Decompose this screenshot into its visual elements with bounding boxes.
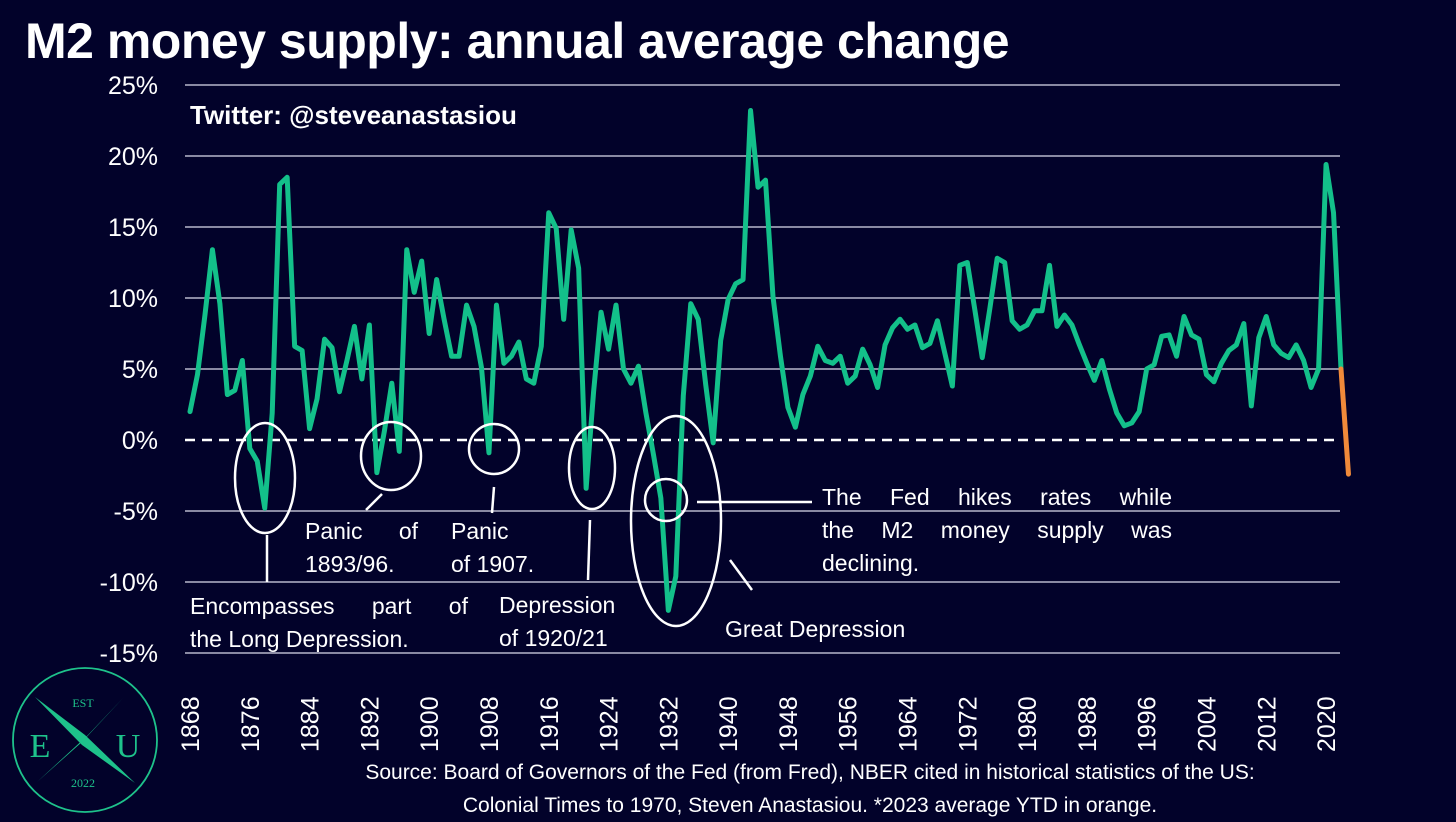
annotation-pointer-line [365,493,383,511]
x-tick-label: 1948 [775,696,803,752]
annotation-line: declining. [822,550,920,576]
source-line: Source: Board of Governors of the Fed (f… [365,761,1255,784]
annotation-long-depression: Encompasses part of the Long Depression. [190,590,468,656]
annotation-line: Panic [451,518,509,544]
x-tick-label: 2004 [1193,696,1221,752]
m2-series-line [187,108,1344,613]
y-tick-label: -15% [100,640,158,668]
x-tick-label: 1956 [835,696,863,752]
annotation-ellipse-long-depression [233,421,297,535]
x-tick-label: 2020 [1313,696,1341,752]
x-tick-label: 1996 [1134,696,1162,752]
annotation-circle-panic-1907 [467,422,521,476]
annotation-ellipse-1920 [567,425,617,511]
annotation-line: Encompasses part of [190,593,468,619]
annotation-fed-hikes: The Fed hikes rates while the M2 money s… [822,481,1172,580]
x-tick-label: 1900 [416,696,444,752]
annotation-line: Great Depression [725,616,906,642]
x-tick-label: 1964 [895,696,923,752]
annotation-line: the Long Depression. [190,626,409,652]
y-tick-label: 15% [108,214,158,242]
annotation-line: of 1920/21 [499,625,608,651]
x-tick-label: 1908 [476,696,504,752]
annotation-line: the M2 money supply was [822,517,1172,543]
logo-ring [12,667,158,813]
x-tick-label: 2012 [1253,696,1281,752]
y-tick-label: 10% [108,285,158,313]
logo: EST E U 2022 [12,667,158,813]
x-tick-label: 1972 [954,696,982,752]
chart-title: M2 money supply: annual average change [25,13,1010,69]
x-tick-label: 1876 [237,696,265,752]
twitter-handle: Twitter: @steveanastasiou [190,100,517,130]
annotation-line: Panic of [305,518,418,544]
x-tick-label: 1916 [536,696,564,752]
x-tick-label: 1924 [596,696,624,752]
logo-letter-top: EST [72,696,94,710]
annotation-line: The Fed hikes rates while [822,484,1172,510]
x-tick-label: 1980 [1014,696,1042,752]
annotation-great-depression: Great Depression [725,613,905,646]
logo-letter-left: E [30,728,51,765]
y-tick-label: -5% [114,498,158,526]
x-tick-label: 1892 [356,696,384,752]
annotation-depression-1920: Depression of 1920/21 [499,589,615,655]
logo-cross-stroke [35,697,135,783]
y-tick-label: 0% [122,427,158,455]
logo-letter-bottom: 2022 [71,776,95,790]
x-tick-label: 1868 [177,696,205,752]
source-note: Source: Board of Governors of the Fed (f… [0,756,1456,822]
x-tick-label: 1932 [655,696,683,752]
x-tick-label: 1940 [715,696,743,752]
annotation-line: Depression [499,592,616,618]
y-tick-label: -10% [100,569,158,597]
annotation-circle-panic-1893 [359,420,423,492]
annotation-line: 1893/96. [305,551,395,577]
y-tick-label: 5% [122,356,158,384]
annotation-pointer-line [490,486,496,514]
annotation-circle-fed-hikes [643,477,689,523]
x-tick-label: 1884 [297,696,325,752]
y-tick-label: 25% [108,72,158,100]
annotation-panic-1893: Panic of 1893/96. [305,515,418,581]
y-tick-label: 20% [108,143,158,171]
annotation-pointer-line [586,519,592,581]
annotation-panic-1907: Panic of 1907. [451,515,534,581]
annotation-ellipse-great-depression [629,414,723,628]
ytd-2023-segment [1338,366,1351,477]
annotation-line: of 1907. [451,551,535,577]
x-tick-label: 1988 [1074,696,1102,752]
source-line: Colonial Times to 1970, Steven Anastasio… [462,794,1158,817]
logo-letter-right: U [116,728,141,765]
annotation-pointer-line [728,559,754,591]
